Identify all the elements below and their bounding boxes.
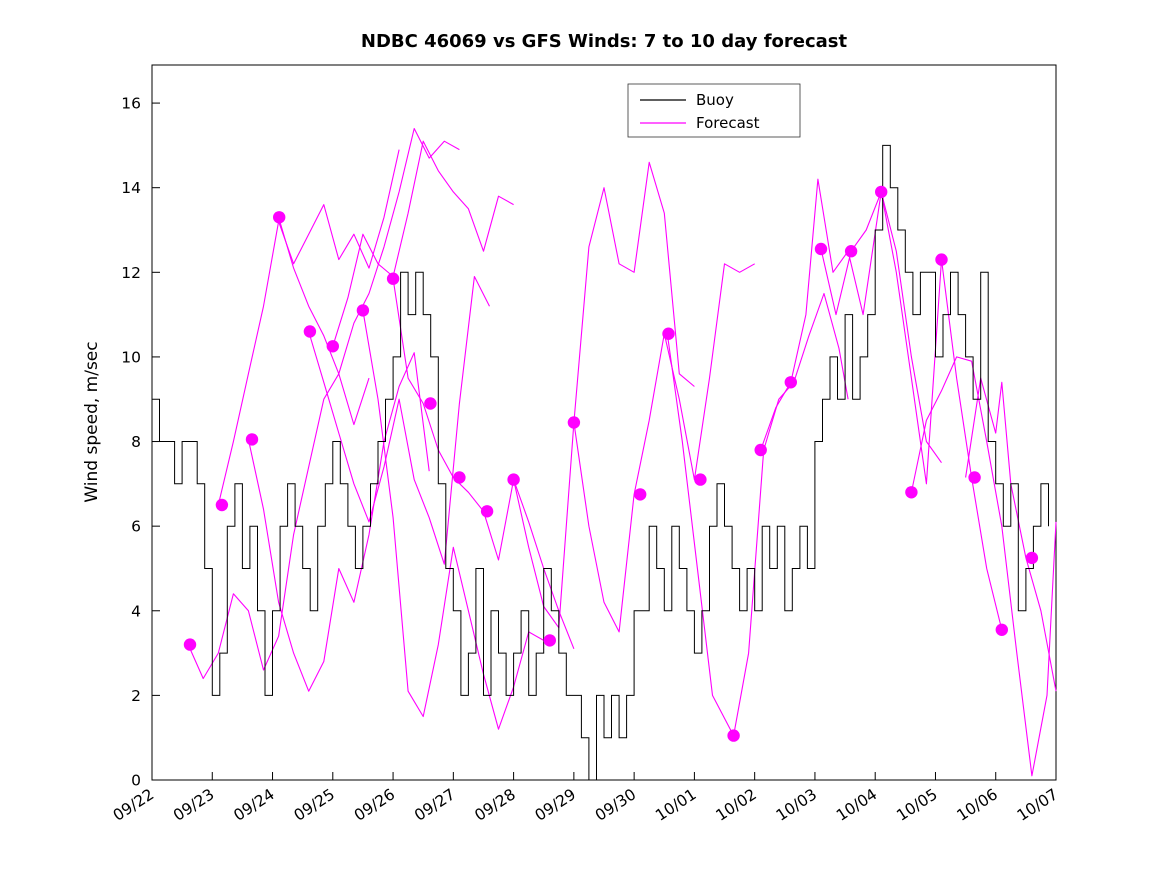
y-tick-label: 16: [121, 95, 141, 113]
forecast-marker: [662, 327, 675, 340]
forecast-marker: [356, 304, 370, 317]
y-tick-label: 4: [131, 602, 141, 620]
forecast-line: [247, 352, 430, 692]
forecast-line: [666, 292, 849, 737]
forecast-marker: [543, 634, 556, 647]
forecast-marker: [875, 185, 888, 199]
x-tick-label: 09/23: [170, 785, 217, 824]
y-tick-label: 12: [121, 264, 141, 282]
forecast-marker: [968, 471, 981, 484]
x-tick-label: 09/24: [230, 785, 277, 824]
x-tick-label: 10/07: [1014, 785, 1061, 824]
forecast-line: [332, 140, 514, 347]
forecast-marker: [727, 729, 740, 742]
forecast-marker: [754, 443, 767, 457]
forecast-marker: [273, 211, 286, 224]
forecast-line: [187, 373, 370, 680]
y-tick-label: 10: [121, 348, 141, 366]
forecast-line: [760, 178, 942, 464]
buoy-line: [152, 144, 1049, 781]
legend-label-forecast: Forecast: [696, 114, 760, 132]
x-tick-label: 09/30: [592, 785, 639, 824]
forecast-marker: [814, 242, 828, 256]
y-axis-label: Wind speed, m/sec: [82, 341, 102, 502]
forecast-marker: [453, 471, 466, 484]
forecast-marker: [935, 253, 948, 266]
y-tick-label: 14: [121, 179, 141, 197]
forecast-marker: [183, 638, 197, 651]
forecast-marker: [424, 397, 437, 410]
y-tick-label: 6: [131, 518, 141, 536]
x-tick-label: 09/29: [532, 785, 579, 824]
forecast-line: [910, 356, 1057, 777]
plot-area: 0 2 4 6 8 10 12 14 16 09/22 09/23 09/24 09/25 09/26 09…: [110, 64, 1061, 825]
forecast-line: [278, 127, 460, 375]
forecast-marker: [245, 433, 259, 446]
y-tick-label: 2: [131, 687, 141, 705]
x-tick-label: 10/04: [833, 785, 880, 824]
y-tick-label: 0: [131, 772, 141, 790]
forecast-marker: [567, 416, 581, 429]
forecast-marker: [215, 498, 229, 512]
forecast-line: [362, 310, 544, 730]
forecast-marker: [507, 473, 520, 486]
x-tick-label: 09/28: [472, 785, 519, 824]
forecast-line: [820, 191, 1003, 630]
axes-box: [151, 64, 1057, 781]
forecast-marker: [905, 486, 918, 499]
forecast-line: [217, 149, 400, 506]
forecast-line: [965, 377, 1057, 692]
chart-title: NDBC 46069 vs GFS Winds: 7 to 10 day for…: [361, 31, 848, 52]
forecast-marker: [303, 325, 317, 338]
forecast-marker: [326, 340, 339, 353]
x-tick-label: 10/06: [954, 785, 1001, 824]
legend-box: [627, 83, 801, 138]
forecast-marker: [386, 272, 400, 285]
x-tick-label: 09/22: [110, 785, 157, 824]
forecast-marker: [995, 623, 1008, 636]
x-tick-label: 09/26: [351, 785, 398, 824]
forecast-line: [308, 275, 490, 565]
legend-label-buoy: Buoy: [696, 91, 734, 109]
forecast-marker: [480, 505, 494, 518]
x-tick-label: 10/02: [713, 785, 760, 824]
x-tick-label: 10/03: [773, 785, 820, 824]
forecast-marker: [784, 376, 797, 389]
forecast-marker: [634, 488, 647, 501]
x-tick-label: 09/27: [411, 785, 458, 824]
forecast-marker: [844, 245, 858, 258]
x-tick-label: 10/05: [893, 785, 940, 824]
y-tick-label: 8: [131, 433, 141, 451]
forecast-marker: [1025, 551, 1039, 565]
legend: Buoy Forecast: [627, 83, 801, 138]
x-tick-label: 10/01: [652, 785, 699, 824]
forecast-marker: [694, 473, 707, 486]
x-tick-label: 09/25: [291, 785, 338, 824]
